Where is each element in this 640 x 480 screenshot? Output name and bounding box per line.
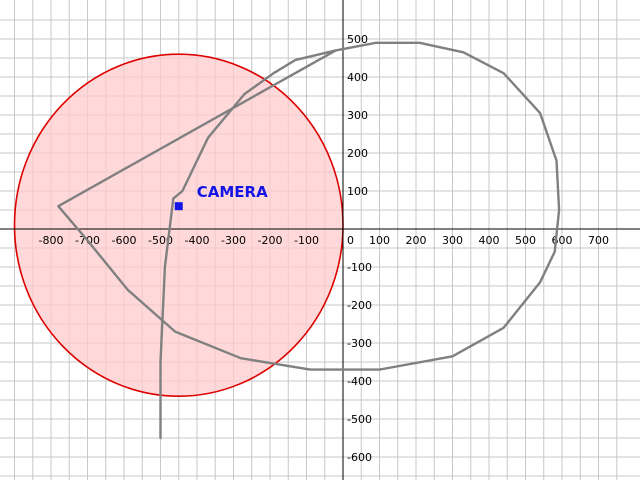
x-tick-label: 400 xyxy=(479,234,500,247)
y-tick-label: 500 xyxy=(347,33,368,46)
y-tick-label: -200 xyxy=(347,299,372,312)
x-tick-label: 500 xyxy=(515,234,536,247)
y-tick-label: -400 xyxy=(347,375,372,388)
x-tick-label: 100 xyxy=(369,234,390,247)
closed-path-line xyxy=(57,41,561,371)
x-tick-label: -100 xyxy=(294,234,319,247)
y-tick-label: 300 xyxy=(347,109,368,122)
camera-marker xyxy=(174,202,183,211)
x-tick-label: 700 xyxy=(588,234,609,247)
x-tick-label: 300 xyxy=(442,234,463,247)
x-tick-label: -800 xyxy=(39,234,64,247)
x-tick-label: 200 xyxy=(406,234,427,247)
coverage-circle xyxy=(13,53,344,397)
y-tick-labels: 500 400 300 200 100 -100 -200 -300 -400 -500 -600 xyxy=(347,33,372,464)
y-tick-label: -300 xyxy=(347,337,372,350)
x-tick-label: -600 xyxy=(112,234,137,247)
y-tick-label: -500 xyxy=(347,413,372,426)
path-series xyxy=(57,41,561,440)
y-tick-label: 200 xyxy=(347,147,368,160)
x-tick-labels: -800 -700 -600 -500 -400 -300 -200 -100 0 100 200 3… xyxy=(39,234,609,247)
camera-layer: CAMERA xyxy=(174,183,268,211)
x-tick-label: 0 xyxy=(347,234,354,247)
y-tick-label: -100 xyxy=(347,261,372,274)
x-tick-label: -200 xyxy=(258,234,283,247)
y-tick-label: -600 xyxy=(347,451,372,464)
coverage-circle-layer xyxy=(13,53,344,397)
y-tick-label: 100 xyxy=(347,185,368,198)
x-tick-label: -300 xyxy=(221,234,246,247)
y-tick-label: 400 xyxy=(347,71,368,84)
open-path-line xyxy=(159,49,337,440)
x-tick-label: -400 xyxy=(185,234,210,247)
camera-label: CAMERA xyxy=(197,183,268,201)
